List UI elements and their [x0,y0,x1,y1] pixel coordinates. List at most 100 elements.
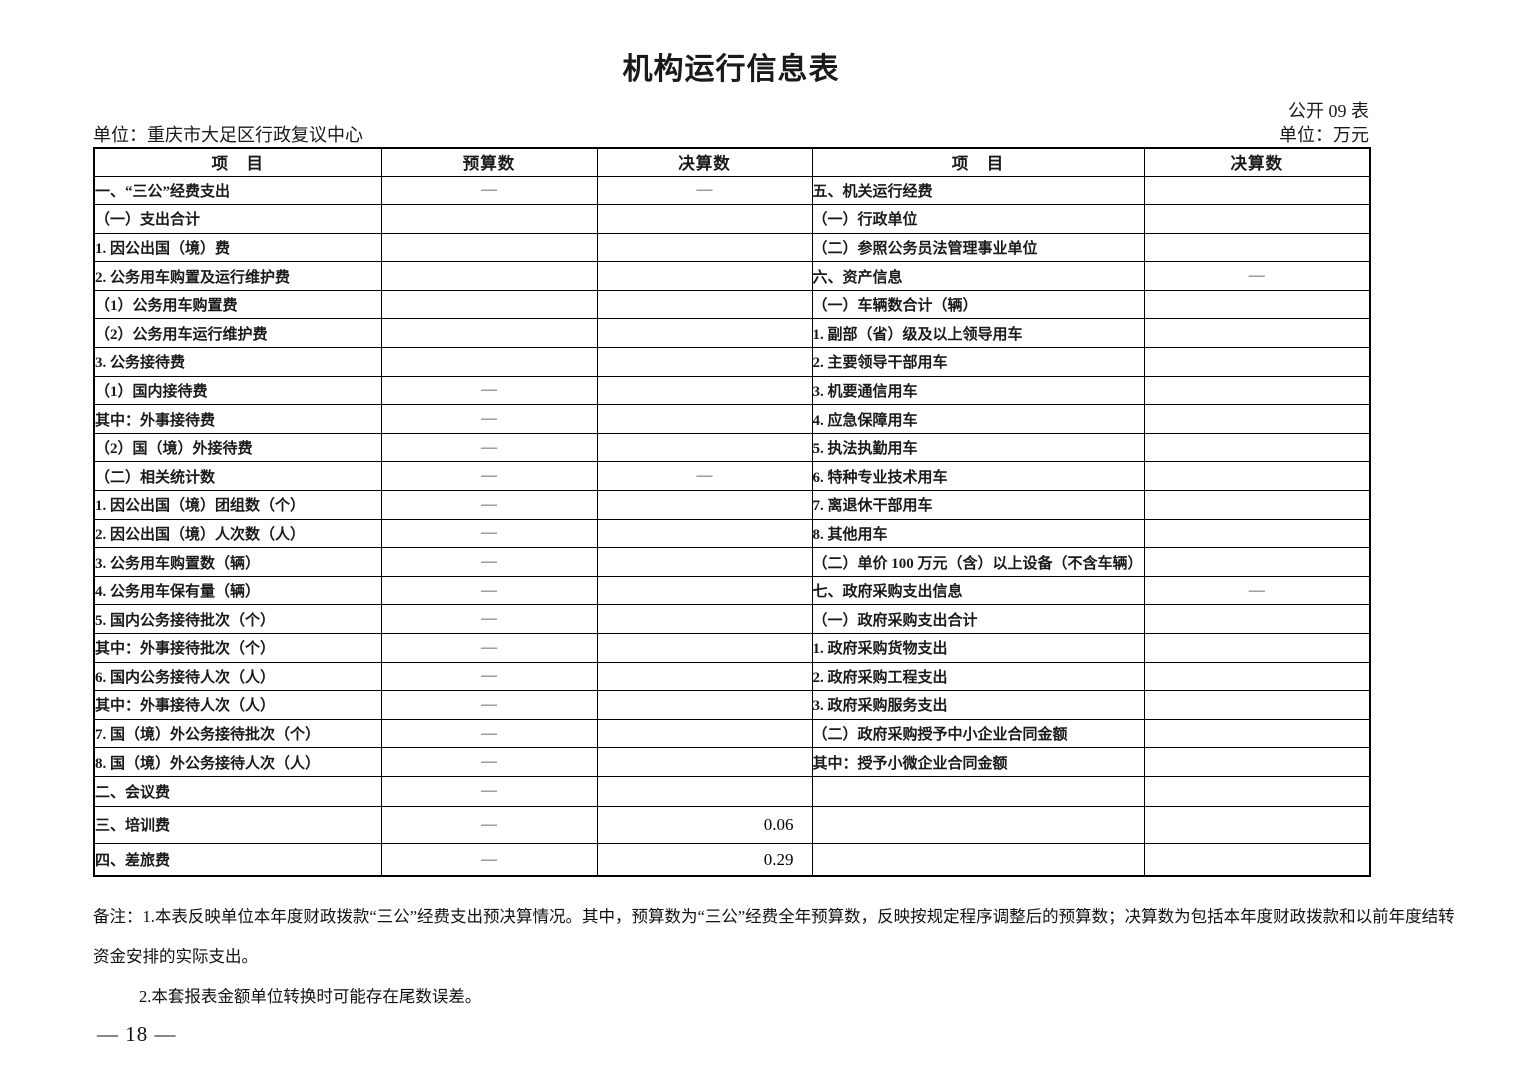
final-value-cell [596,661,813,692]
budget-value-cell: — [380,747,598,777]
final-value-cell [596,289,813,320]
final-value-cell-right [1143,661,1371,692]
item-cell-left: （二）相关统计数 [93,461,382,492]
final-value-cell [596,232,813,263]
table-row: 四、差旅费 —0.29 [93,842,1371,877]
column-header: 项 目 [93,147,382,177]
item-cell-left: 三、培训费 [93,805,382,844]
budget-value-cell: — [380,404,598,434]
final-value-cell-right [1143,518,1371,549]
item-cell-left: 1. 因公出国（境）团组数（个） [93,490,382,520]
item-cell-right [811,842,1145,877]
final-value-cell-right [1143,633,1371,663]
column-header: 决算数 [1143,147,1371,177]
page-title: 机构运行信息表 [622,53,840,86]
budget-value-cell [380,289,598,320]
table-row: 6. 国内公务接待人次（人） — 2. 政府采购工程支出 [93,661,1371,692]
budget-value-cell: — [380,490,598,520]
table-row: 其中：外事接待批次（个） — 1. 政府采购货物支出 [93,633,1371,663]
item-cell-right: （二）参照公务员法管理事业单位 [811,232,1145,263]
operation-info-table: 项 目预算数 决算数项 目决算数 一、“三公”经费支出 — — 五、机关运行经费 （一）支… [93,147,1371,878]
item-cell-right: 2. 主要领导干部用车 [811,347,1145,377]
item-cell-right: 6. 特种专业技术用车 [811,461,1145,492]
item-cell-left: 二、会议费 [93,775,382,807]
table-row: 2. 公务用车购置及运行维护费 六、资产信息 — [93,261,1371,291]
item-cell-left: 7. 国（境）外公务接待批次（个） [93,718,382,749]
final-value-cell [596,347,813,377]
budget-value-cell: — [380,375,598,406]
item-cell-left: 1. 因公出国（境）费 [93,232,382,263]
budget-value-cell: — [380,633,598,663]
final-value-cell [596,432,813,463]
final-value-cell [596,547,813,577]
final-value-cell-right [1143,347,1371,377]
budget-value-cell: — [380,775,598,807]
page-number: — 18 — [97,1022,177,1046]
item-cell-left: 2. 因公出国（境）人次数（人） [93,518,382,549]
budget-value-cell: — [380,575,598,606]
budget-value-cell: — [380,461,598,492]
final-value-cell-right [1143,718,1371,749]
final-value-cell [596,318,813,349]
table-row: （1）公务用车购置费 （一）车辆数合计（辆） [93,289,1371,320]
item-cell-left: 6. 国内公务接待人次（人） [93,661,382,692]
item-cell-right: 六、资产信息 [811,261,1145,291]
budget-value-cell [380,204,598,234]
final-value-cell-right [1143,490,1371,520]
item-cell-left: 其中：外事接待人次（人） [93,690,382,720]
final-value-cell [596,718,813,749]
final-value-cell: 0.29 [596,842,813,877]
final-value-cell-right [1143,232,1371,263]
note-line: 2.本套报表金额单位转换时可能存在尾数误差。 [139,987,482,1007]
final-value-cell-right [1143,690,1371,720]
item-cell-left: （2）国（境）外接待费 [93,432,382,463]
item-cell-right: 3. 政府采购服务支出 [811,690,1145,720]
final-value-cell [596,375,813,406]
item-cell-right: （二）政府采购授予中小企业合同金额 [811,718,1145,749]
budget-value-cell: — [380,518,598,549]
item-cell-left: 其中：外事接待费 [93,404,382,434]
item-cell-left: 3. 公务用车购置数（辆） [93,547,382,577]
final-value-cell-right [1143,404,1371,434]
item-cell-right: 3. 机要通信用车 [811,375,1145,406]
notes-section: 备注：1.本表反映单位本年度财政拨款“三公”经费支出预决算情况。其中，预算数为“… [93,897,1475,1017]
table-row: 其中：外事接待人次（人） — 3. 政府采购服务支出 [93,690,1371,720]
table-header-row: 项 目预算数 决算数项 目决算数 [93,147,1371,177]
final-value-cell-right [1143,432,1371,463]
item-cell-left: 8. 国（境）外公务接待人次（人） [93,747,382,777]
final-value-cell-right [1143,747,1371,777]
final-value-cell [596,518,813,549]
item-cell-right: 5. 执法执勤用车 [811,432,1145,463]
item-cell-left: 5. 国内公务接待批次（个） [93,604,382,634]
table-row: 3. 公务用车购置数（辆） — （二）单价 100 万元（含）以上设备（不含车辆） [93,547,1371,577]
item-cell-left: 4. 公务用车保有量（辆） [93,575,382,606]
final-value-cell-right [1143,204,1371,234]
final-value-cell: — [596,175,813,206]
budget-value-cell: — [380,718,598,749]
column-header: 预算数 [380,147,598,177]
item-cell-left: 一、“三公”经费支出 [93,175,382,206]
unit-currency: 单位：万元 [1279,125,1369,145]
final-value-cell [596,490,813,520]
final-value-cell-right [1143,775,1371,807]
table-row: （二）相关统计数 — —6. 特种专业技术用车 [93,461,1371,492]
table-row: （2）公务用车运行维护费 1. 副部（省）级及以上领导用车 [93,318,1371,349]
table-row: 2. 因公出国（境）人次数（人） — 8. 其他用车 [93,518,1371,549]
table-row: 4. 公务用车保有量（辆） — 七、政府采购支出信息 — [93,575,1371,606]
table-row: 一、“三公”经费支出 — — 五、机关运行经费 [93,175,1371,206]
table-row: 二、会议费 — [93,775,1371,807]
final-value-cell: — [596,461,813,492]
budget-value-cell [380,318,598,349]
item-cell-right: 2. 政府采购工程支出 [811,661,1145,692]
table-row: 1. 因公出国（境）团组数（个） — 7. 离退休干部用车 [93,490,1371,520]
final-value-cell [596,633,813,663]
document-content: 机构运行信息表 公开 09 表 单位：重庆市大足区行政复议中心 单位：万元 项 … [93,0,1371,878]
table-row: （2）国（境）外接待费 — 5. 执法执勤用车 [93,432,1371,463]
budget-value-cell: — [380,432,598,463]
item-cell-left: （1）国内接待费 [93,375,382,406]
item-cell-right: 七、政府采购支出信息 [811,575,1145,606]
final-value-cell-right [1143,842,1371,877]
unit-row: 单位：重庆市大足区行政复议中心 单位：万元 [93,121,1369,146]
budget-value-cell: — [380,175,598,206]
note-line: 备注：1.本表反映单位本年度财政拨款“三公”经费支出预决算情况。其中，预算数为“… [93,907,1455,927]
